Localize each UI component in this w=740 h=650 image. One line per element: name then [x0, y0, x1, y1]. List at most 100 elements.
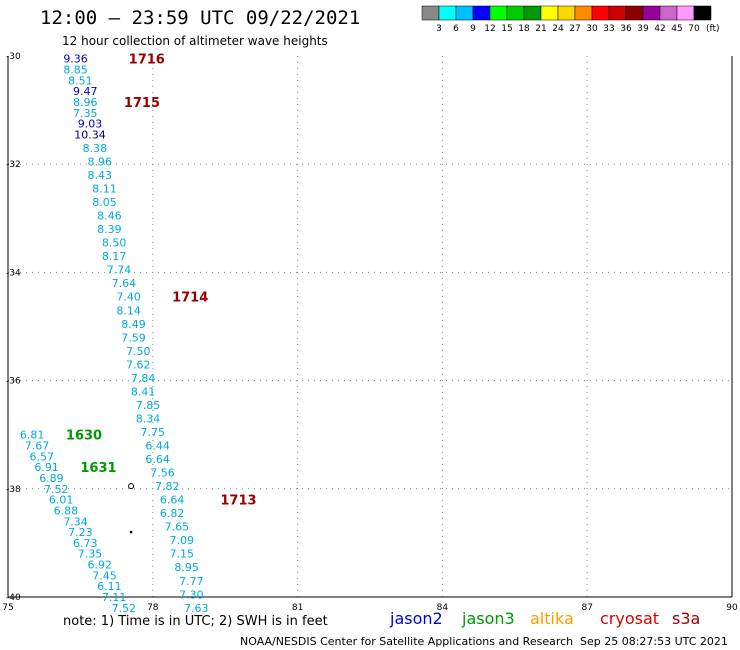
wave-height-value: 6.64: [160, 494, 185, 507]
colorbar-swatch: [506, 5, 525, 21]
wave-height-value: 8.38: [83, 142, 108, 155]
wave-height-value: 7.40: [116, 291, 141, 304]
wave-height-value: 6.81: [20, 429, 45, 442]
pass-time-label: 1714: [172, 291, 208, 306]
wave-height-value: 8.34: [136, 412, 161, 425]
colorbar-tick-label: 70: [688, 24, 700, 34]
x-tick-label: 81: [292, 603, 303, 613]
x-tick-label: 75: [2, 603, 13, 613]
satellite-legend-s3a: s3a: [672, 609, 700, 628]
wave-height-value: 6.73: [73, 537, 98, 550]
colorbar-swatch: [676, 5, 695, 21]
y-tick-label: -30: [6, 52, 21, 62]
wave-height-value: 7.75: [141, 426, 166, 439]
pass-time-label: 1630: [66, 429, 102, 444]
wave-height-value: 9.47: [73, 85, 98, 98]
colorbar-swatch: [523, 5, 542, 21]
colorbar-swatch: [659, 5, 678, 21]
wave-height-value: 6.01: [49, 494, 74, 507]
pass-time-label: 1715: [124, 96, 160, 111]
colorbar-tick-label: 12: [484, 24, 495, 34]
wave-height-value: 9.03: [78, 118, 103, 131]
y-tick-label: -32: [6, 160, 21, 170]
wave-height-value: 7.62: [126, 358, 151, 371]
wave-height-value: 7.64: [112, 277, 137, 290]
wave-height-value: 8.43: [87, 169, 112, 182]
wave-height-value: 7.84: [131, 372, 156, 385]
colorbar-swatch: [472, 5, 491, 21]
colorbar-tick-label: 27: [569, 24, 580, 34]
pass-time-label: 1713: [220, 494, 256, 509]
credit-text: NOAA/NESDIS Center for Satellite Applica…: [240, 635, 573, 648]
wave-height-value: 8.41: [131, 385, 156, 398]
colorbar-tick-label: 30: [586, 24, 598, 34]
colorbar-swatch: [557, 5, 576, 21]
y-tick-label: -36: [6, 377, 21, 387]
colorbar-tick-label: 18: [518, 24, 530, 34]
colorbar-tick-label: 45: [671, 24, 682, 34]
wave-height-value: 6.91: [34, 461, 59, 474]
wave-height-value: 8.51: [68, 74, 93, 87]
wave-height-value: 7.35: [78, 548, 103, 561]
colorbar-swatch: [642, 5, 661, 21]
wave-height-value: 8.11: [92, 183, 117, 196]
wave-height-value: 7.67: [25, 440, 50, 453]
colorbar-tick-label: 36: [620, 24, 632, 34]
satellite-legend-jason2: jason2: [389, 609, 443, 628]
wave-height-value: 7.65: [165, 521, 190, 534]
wave-height-value: 6.88: [54, 504, 79, 517]
wave-height-value: 6.11: [97, 580, 122, 593]
wave-height-value: 7.77: [179, 575, 204, 588]
pass-time-label: 1716: [129, 53, 165, 68]
colorbar-swatch: [540, 5, 559, 21]
wave-height-value: 10.34: [74, 128, 106, 141]
wave-height-value: 8.95: [174, 561, 199, 574]
wave-height-value: 7.52: [44, 483, 69, 496]
wave-height-value: 7.35: [73, 107, 98, 120]
wave-height-value: 8.17: [102, 250, 127, 263]
wave-height-value: 6.92: [87, 559, 112, 572]
colorbar-tick-label: 15: [501, 24, 512, 34]
wave-height-value: 6.89: [39, 472, 64, 485]
satellite-legend: jason2 jason3 altika cryosat s3a: [389, 609, 700, 628]
colorbar-unit-label: (ft): [706, 24, 720, 34]
colorbar-tick-label: 39: [637, 24, 649, 34]
colorbar-swatch: [608, 5, 627, 21]
wave-height-value: 7.11: [102, 591, 127, 604]
location-marker-circle: [128, 483, 135, 490]
x-tick-label: 78: [147, 603, 159, 613]
x-tick-label: 87: [581, 603, 592, 613]
colorbar-swatch: [489, 5, 508, 21]
chart-title: 12:00 – 23:59 UTC 09/22/2021: [40, 7, 360, 29]
wave-height-value: 7.15: [170, 548, 195, 561]
wave-height-value: 8.96: [73, 96, 98, 109]
pass-time-label: 1631: [80, 461, 116, 476]
wave-height-value: 7.34: [63, 515, 88, 528]
colorbar-tick-label: 33: [603, 24, 614, 34]
wave-height-value: 6.82: [160, 507, 185, 520]
footer-note: note: 1) Time is in UTC; 2) SWH is in fe…: [63, 614, 328, 629]
colorbar-swatch: [591, 5, 610, 21]
wave-height-value: 8.05: [92, 196, 117, 209]
wave-height-value: 7.56: [150, 467, 175, 480]
colorbar-tick-label: 9: [470, 24, 476, 34]
timestamp-text: Sep 25 08:27:53 UTC 2021: [580, 635, 728, 648]
wave-height-value: 7.74: [107, 264, 132, 277]
wave-height-value: 8.14: [116, 304, 141, 317]
colorbar-tick-label: 42: [654, 24, 665, 34]
x-tick-label: 90: [726, 603, 738, 613]
wave-height-value: 8.85: [63, 64, 88, 77]
wave-height-value: 7.82: [155, 480, 180, 493]
x-tick-label: 84: [437, 603, 449, 613]
wave-height-value: 7.85: [136, 399, 161, 412]
colorbar-tick-label: 24: [552, 24, 564, 34]
colorbar-swatch: [693, 5, 712, 21]
y-tick-label: -38: [6, 485, 21, 495]
colorbar-tick-label: 3: [436, 24, 442, 34]
wave-height-value: 7.45: [92, 569, 117, 582]
colorbar-swatch: [625, 5, 644, 21]
wave-height-value: 7.50: [126, 345, 151, 358]
wave-height-value: 8.46: [97, 210, 122, 223]
satellite-legend-cryosat: cryosat: [600, 609, 659, 628]
